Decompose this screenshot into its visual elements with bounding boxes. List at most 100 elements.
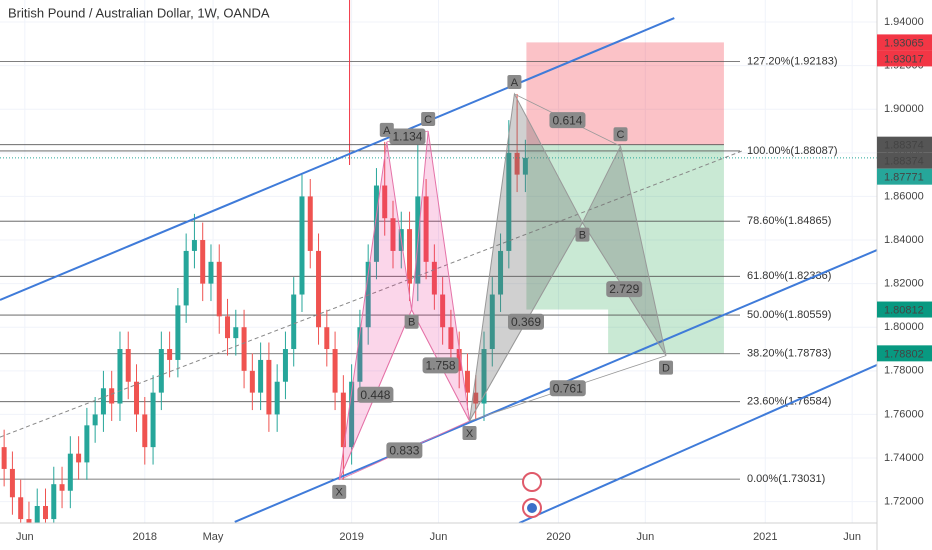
candle-body: [34, 505, 40, 523]
event-icon-inner: [527, 503, 537, 513]
x-tick-label: Jun: [16, 531, 34, 543]
trend-line: [518, 364, 877, 523]
x-tick-label: May: [203, 531, 224, 543]
ratio-badge: [357, 386, 394, 403]
price-badge-label: 1.93017: [884, 53, 924, 65]
ratio-badge: [606, 281, 643, 298]
candle-body: [340, 392, 346, 448]
ratio-badge: [507, 313, 544, 330]
candle-body: [498, 250, 504, 295]
candle-body: [67, 453, 73, 491]
price-badge-label: 1.88374: [884, 156, 924, 168]
target-zone: [608, 309, 724, 354]
candle-body: [84, 425, 90, 463]
x-tick-label: 2020: [546, 531, 570, 543]
point-badge: [332, 484, 347, 499]
candle-body: [307, 196, 313, 251]
candle-body: [291, 294, 297, 350]
trend-line: [0, 17, 675, 301]
candle-body: [506, 152, 512, 251]
price-badge-label: 1.93065: [884, 37, 924, 49]
fib-label: 78.60%(1.84865): [747, 215, 831, 227]
candle-body: [448, 327, 454, 350]
y-tick-label: 1.80000: [884, 321, 924, 333]
y-tick-label: 1.84000: [884, 234, 924, 246]
candle-body: [522, 157, 528, 175]
price-badge: [877, 136, 932, 153]
y-tick-label: 1.86000: [884, 190, 924, 202]
candle-body: [489, 294, 495, 350]
fib-label: 23.60%(1.76584): [747, 396, 831, 408]
candle-body: [200, 240, 206, 284]
candle-body: [208, 261, 214, 284]
point-label: D: [662, 362, 670, 374]
ratio-badge: [422, 357, 459, 374]
point-badge: [575, 227, 590, 242]
candle-body: [167, 349, 173, 360]
candle-body: [51, 484, 57, 520]
candle-body: [299, 196, 305, 295]
candle-body: [18, 497, 24, 520]
candle-body: [158, 349, 164, 393]
candle-body: [59, 484, 65, 491]
ratio-label: 0.369: [511, 315, 541, 329]
candle-body: [282, 349, 288, 382]
x-tick-label: 2019: [339, 531, 363, 543]
candle-body: [431, 261, 437, 295]
x-tick-label: Jun: [430, 531, 448, 543]
event-icon[interactable]: [522, 472, 542, 492]
price-badge-label: 1.87771: [884, 172, 924, 184]
candle-body: [324, 327, 330, 350]
fib-label: 50.00%(1.80559): [747, 309, 831, 321]
ratio-label: 0.448: [360, 388, 390, 402]
point-badge: [462, 425, 477, 440]
candle-body: [100, 388, 106, 415]
plot-area: 127.20%(1.92183) 100.00%(1.88087) 78.60%(1…: [0, 0, 877, 523]
ratio-badge: [549, 380, 586, 397]
point-badge: [507, 74, 522, 89]
point-label: C: [617, 129, 625, 141]
point-badge: [379, 122, 394, 137]
ratio-label: 1.134: [392, 130, 422, 144]
candle-body: [142, 414, 148, 448]
point-label: X: [336, 487, 344, 499]
candle-body: [117, 349, 123, 404]
candle-body: [233, 327, 239, 339]
candle-body: [9, 468, 15, 498]
candle-body: [150, 392, 156, 448]
price-badge: [877, 168, 932, 185]
ratio-badge: [386, 442, 423, 459]
candle-body: [514, 152, 520, 175]
point-label: B: [579, 229, 586, 241]
y-tick-label: 1.72000: [884, 496, 924, 508]
fib-label: 61.80%(1.82336): [747, 270, 831, 282]
candle-body: [464, 370, 470, 393]
point-label: A: [383, 125, 391, 137]
candle-body: [216, 261, 222, 317]
fib-label: 0.00%(1.73031): [747, 473, 825, 485]
candle-body: [473, 392, 479, 404]
candle-body: [134, 381, 140, 415]
x-tick-label: Jun: [636, 531, 654, 543]
ratio-label: 1.758: [426, 359, 456, 373]
candle-body: [390, 218, 396, 251]
x-tick-label: 2018: [133, 531, 157, 543]
candle-body: [266, 359, 272, 415]
candle-body: [316, 250, 322, 328]
point-badge: [613, 127, 628, 142]
point-label: X: [466, 428, 474, 440]
trend-line: [0, 149, 745, 438]
point-badge: [404, 314, 419, 329]
y-tick-label: 1.78000: [884, 365, 924, 377]
ratio-badge: [389, 128, 426, 145]
point-badge: [421, 112, 436, 127]
price-badge: [877, 34, 932, 51]
chart-title: British Pound / Australian Dollar, 1W, O…: [8, 5, 270, 20]
point-label: B: [408, 317, 415, 329]
ratio-label: 0.614: [552, 113, 582, 127]
candle-body: [43, 505, 49, 520]
ratio-label: 0.761: [553, 381, 583, 395]
candle-body: [423, 196, 429, 262]
point-label: C: [424, 114, 432, 126]
